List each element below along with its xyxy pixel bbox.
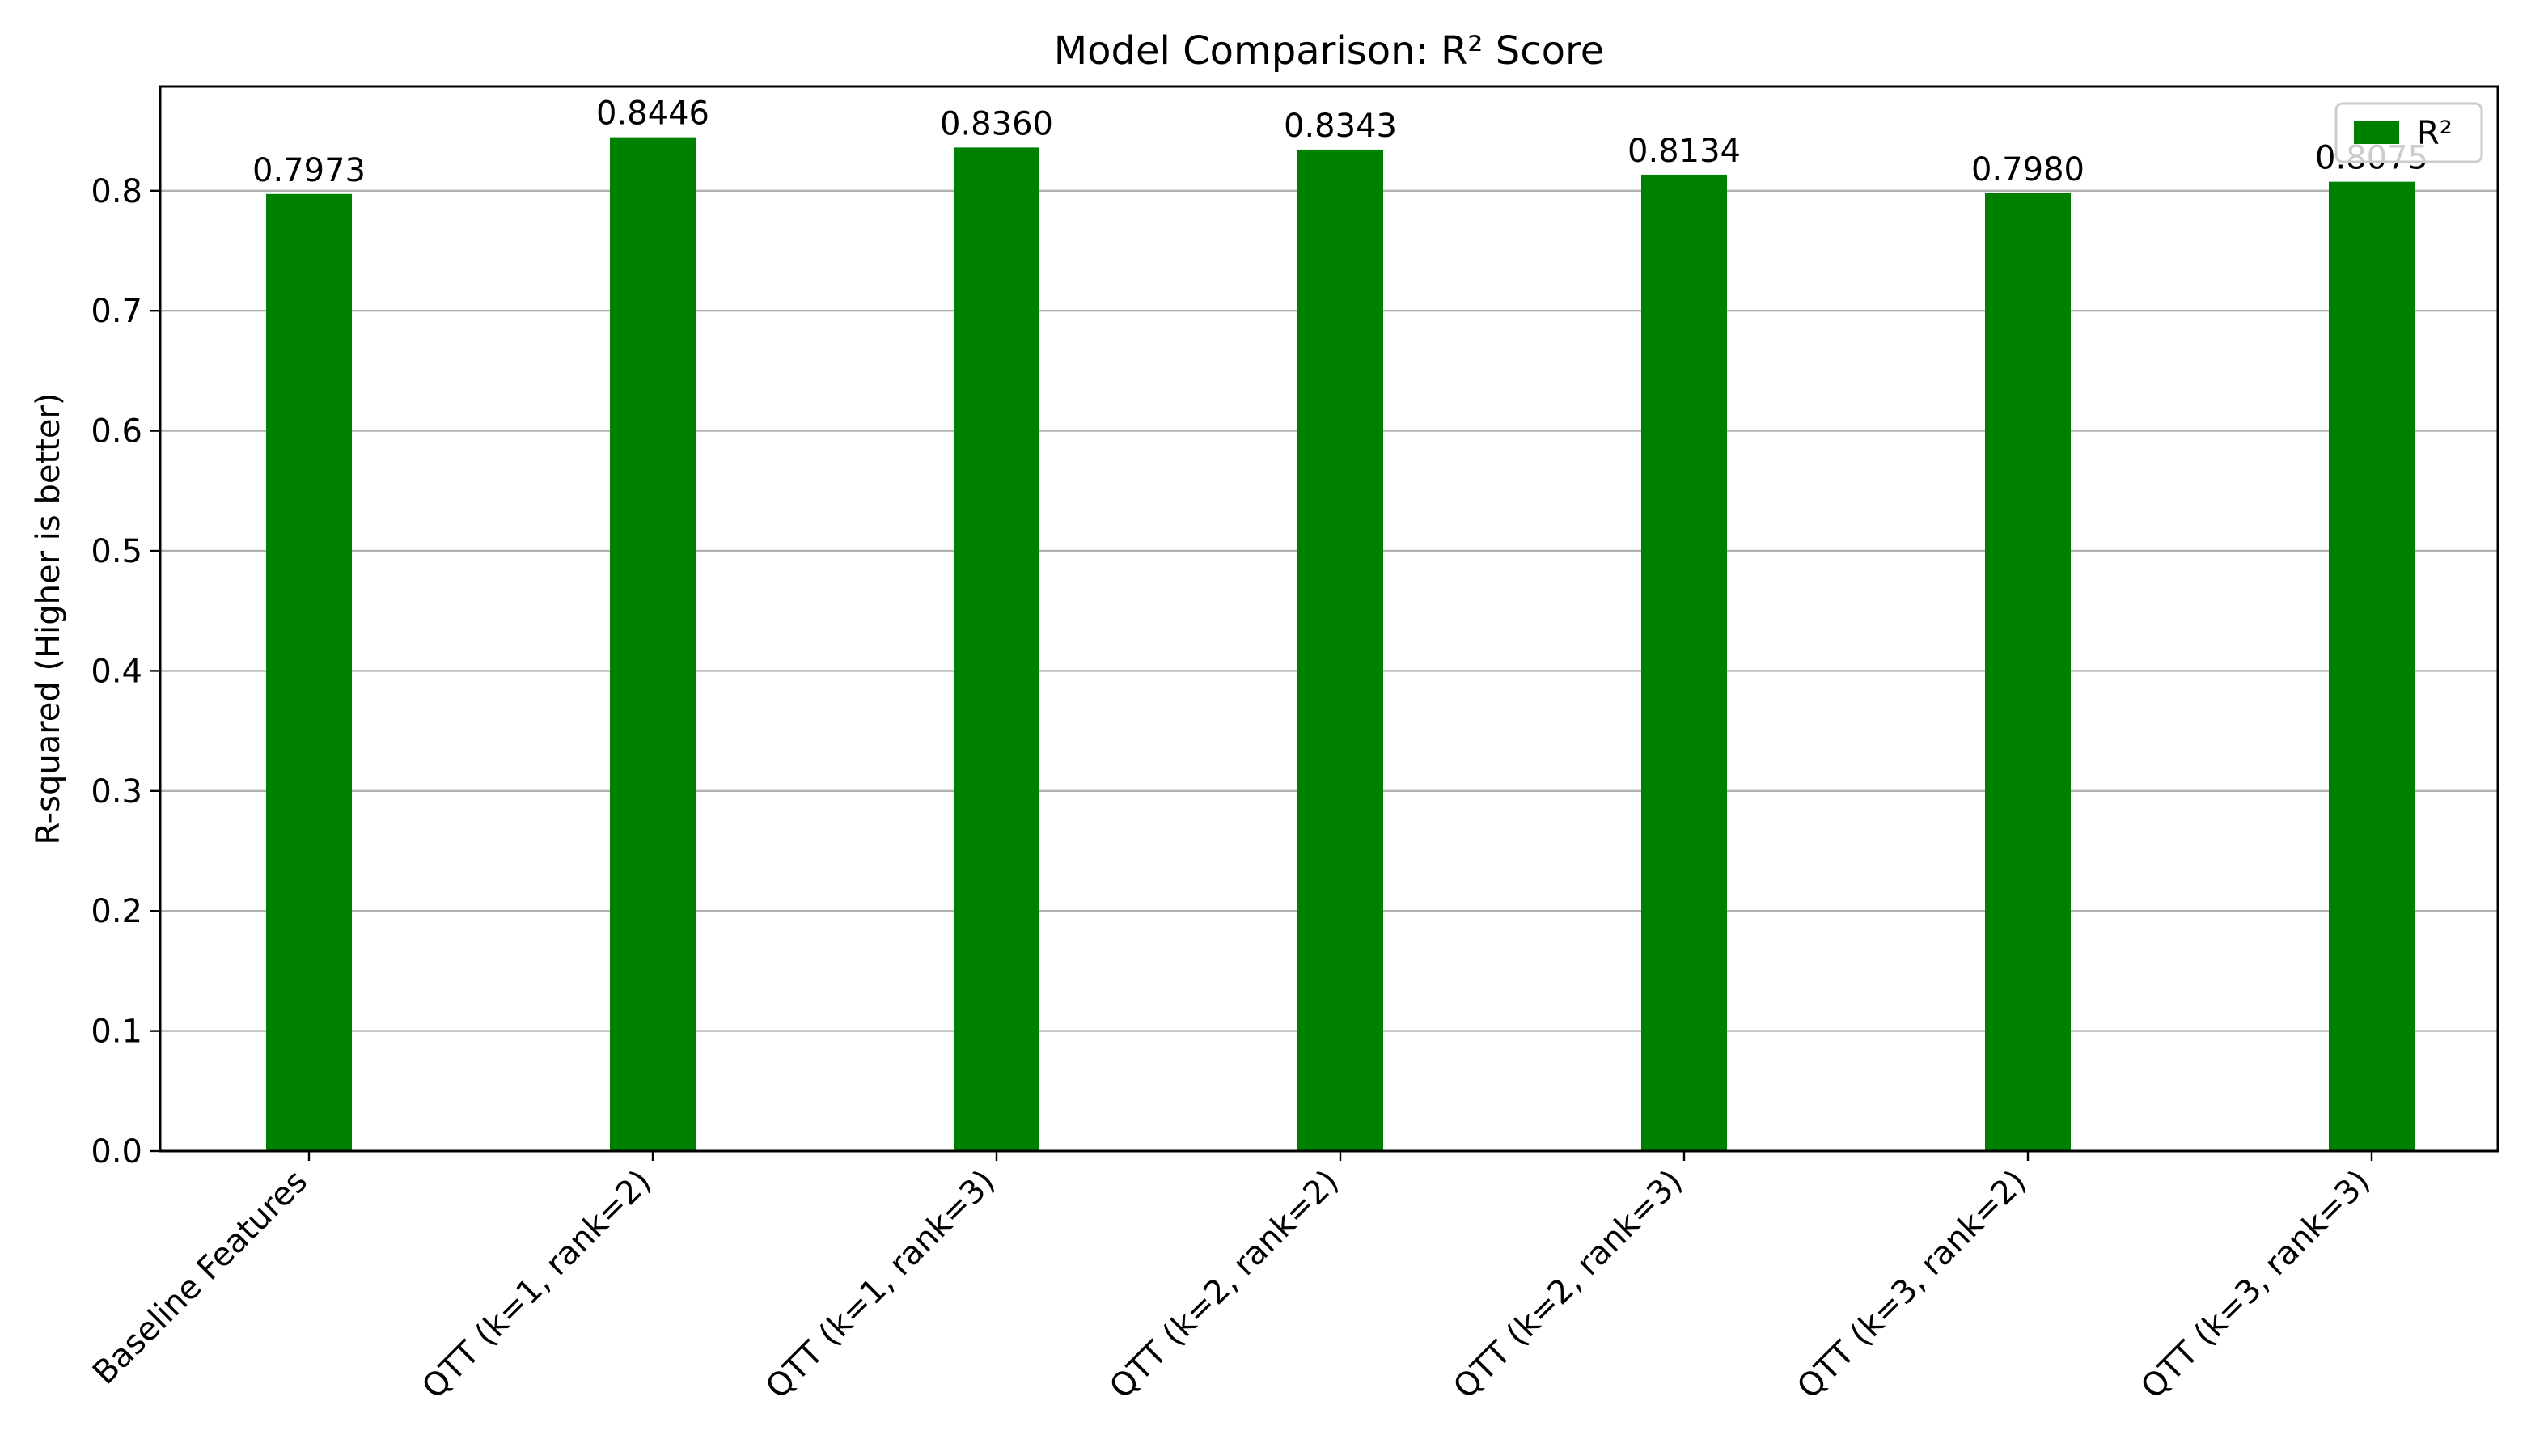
- y-tick-label: 0.6: [91, 413, 142, 451]
- bar[interactable]: [2329, 181, 2415, 1152]
- bar-value-label: 0.8360: [940, 105, 1053, 142]
- y-tick-label: 0.3: [91, 773, 142, 811]
- x-tick-label: QTT (k=1, rank=3): [759, 1163, 1002, 1407]
- y-tick-label: 0.2: [91, 893, 142, 930]
- y-tick-label: 0.7: [91, 293, 142, 330]
- bar-value-labels: 0.79730.84460.83600.83430.81340.79800.80…: [252, 95, 2428, 189]
- bar[interactable]: [610, 137, 696, 1151]
- x-tick-label: QTT (k=2, rank=3): [1446, 1163, 1690, 1407]
- y-tick-label: 0.1: [91, 1014, 142, 1051]
- legend[interactable]: R²: [2334, 102, 2483, 163]
- plot-frame: [159, 85, 2499, 1153]
- x-tick-label: QTT (k=3, rank=3): [2134, 1163, 2377, 1407]
- chart-title: Model Comparison: R² Score: [1054, 28, 1604, 74]
- y-tick-label: 0.0: [91, 1133, 142, 1170]
- x-tick-label: Baseline Features: [86, 1163, 315, 1392]
- bar-value-label: 0.8446: [596, 95, 709, 133]
- legend-frame: [2334, 102, 2483, 163]
- bar-value-label: 0.7973: [252, 152, 366, 189]
- bar[interactable]: [1985, 193, 2071, 1151]
- bars: [266, 137, 2415, 1152]
- x-tick-label: QTT (k=2, rank=2): [1103, 1163, 1346, 1407]
- bar[interactable]: [266, 193, 352, 1151]
- y-axis-label: R-squared (Higher is better): [30, 393, 67, 845]
- x-tick-label: QTT (k=1, rank=2): [415, 1163, 658, 1407]
- y-axis-ticks: 0.0 0.1 0.2 0.3 0.4 0.5 0.6 0.7 0.8: [91, 173, 160, 1170]
- y-tick-label: 0.8: [91, 173, 142, 210]
- bar-value-label: 0.8343: [1284, 108, 1397, 145]
- x-tick-label: QTT (k=3, rank=2): [1790, 1163, 2034, 1407]
- y-tick-label: 0.4: [91, 653, 142, 690]
- y-tick-label: 0.5: [91, 533, 142, 570]
- x-axis-ticks: Baseline Features QTT (k=1, rank=2) QTT (k…: [86, 1151, 2377, 1406]
- bar[interactable]: [1641, 174, 1727, 1151]
- legend-swatch: [2354, 121, 2399, 144]
- bar[interactable]: [954, 147, 1039, 1151]
- bar-value-label: 0.8134: [1627, 133, 1741, 170]
- legend-label: R²: [2417, 115, 2453, 152]
- bar[interactable]: [1297, 149, 1383, 1152]
- bar-value-label: 0.7980: [1971, 151, 2085, 188]
